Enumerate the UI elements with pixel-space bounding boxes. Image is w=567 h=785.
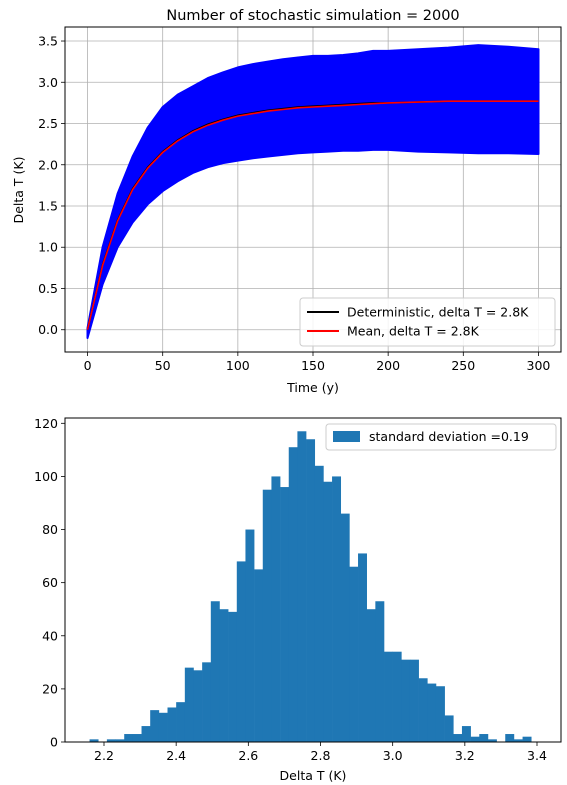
top-x-tick-label: 0 <box>84 358 92 373</box>
histogram-bar <box>358 553 367 742</box>
legend-swatch-histogram <box>333 431 360 442</box>
top-x-tick-label: 50 <box>155 358 171 373</box>
top-y-tick-label: 2.0 <box>38 157 58 172</box>
legend-label-mean: Mean, delta T = 2.8K <box>347 324 480 339</box>
histogram-bar <box>142 726 151 742</box>
histogram-bar <box>471 737 480 742</box>
histogram-bar <box>228 612 237 742</box>
bottom-x-ticks: 2.2 2.4 2.6 2.8 3.0 3.2 3.4 <box>94 742 547 763</box>
histogram-bar <box>133 734 142 742</box>
top-x-tick-label: 200 <box>376 358 400 373</box>
histogram-bar <box>254 569 263 742</box>
bottom-x-tick-label: 2.2 <box>94 748 114 763</box>
histogram-bar <box>168 707 177 742</box>
histogram-bar <box>271 476 280 742</box>
top-y-tick-label: 3.5 <box>38 34 58 49</box>
top-x-axis-label: Time (y) <box>286 380 339 395</box>
histogram-bar <box>176 702 185 742</box>
bottom-x-tick-label: 3.2 <box>455 748 475 763</box>
histogram-bar <box>219 609 228 742</box>
top-y-ticks: 0.0 0.5 1.0 1.5 2.0 2.5 3.0 3.5 <box>38 34 65 338</box>
top-y-tick-label: 1.0 <box>38 240 58 255</box>
bottom-x-tick-label: 3.4 <box>527 748 547 763</box>
bottom-x-tick-label: 3.0 <box>383 748 403 763</box>
histogram-bar <box>245 530 254 742</box>
bottom-y-tick-label: 60 <box>42 575 58 590</box>
histogram-bar <box>202 662 211 742</box>
histogram-bar <box>419 678 428 742</box>
bottom-y-tick-label: 40 <box>42 628 58 643</box>
histogram-bar <box>280 487 289 742</box>
histogram-bar <box>367 609 376 742</box>
legend-label-histogram: standard deviation =0.19 <box>369 429 529 444</box>
histogram-bar <box>410 660 419 742</box>
histogram-bar <box>297 431 306 742</box>
top-x-tick-label: 250 <box>451 358 475 373</box>
histogram-bar <box>306 439 315 742</box>
top-x-ticks: 0 50 100 150 200 250 300 <box>84 352 551 373</box>
histogram-bar <box>523 737 532 742</box>
top-y-tick-label: 0.5 <box>38 281 58 296</box>
bottom-y-tick-label: 120 <box>34 416 58 431</box>
histogram-bar <box>341 514 350 742</box>
histogram-bar <box>401 660 410 742</box>
bottom-y-ticks: 0 20 40 60 80 100 120 <box>34 416 65 750</box>
top-y-tick-label: 0.0 <box>38 322 58 337</box>
histogram-bar <box>375 601 384 742</box>
histogram-bar <box>332 476 341 742</box>
histogram-bar <box>436 686 445 742</box>
bottom-legend: standard deviation =0.19 <box>326 424 556 450</box>
bottom-y-tick-label: 80 <box>42 522 58 537</box>
top-chart: 0 50 100 150 200 250 300 0.0 0.5 1.0 1.5 2.0 2.5 3.0… <box>11 8 561 395</box>
top-x-tick-label: 300 <box>527 358 551 373</box>
bottom-y-tick-label: 20 <box>42 681 58 696</box>
histogram-bar <box>263 490 272 742</box>
top-chart-title: Number of stochastic simulation = 2000 <box>166 8 459 24</box>
bottom-y-tick-label: 0 <box>50 735 58 750</box>
histogram-bar <box>315 466 324 742</box>
histogram-bar <box>427 684 436 742</box>
histogram-bar <box>185 668 194 742</box>
top-y-tick-label: 1.5 <box>38 198 58 213</box>
top-y-tick-label: 2.5 <box>38 116 58 131</box>
bottom-x-tick-label: 2.4 <box>166 748 186 763</box>
top-legend: Deterministic, delta T = 2.8K Mean, delt… <box>300 298 555 346</box>
top-y-tick-label: 3.0 <box>38 75 58 90</box>
histogram-bar <box>479 734 488 742</box>
histogram-bar <box>159 713 168 742</box>
histogram-bar <box>384 652 393 742</box>
histogram-bar <box>289 447 298 742</box>
histogram-bar <box>453 734 462 742</box>
histogram-bar <box>150 710 159 742</box>
bottom-y-tick-label: 100 <box>34 469 58 484</box>
histogram-bar <box>505 734 514 742</box>
bottom-chart: 2.2 2.4 2.6 2.8 3.0 3.2 3.4 0 20 40 60 80 100 120 De… <box>34 416 561 783</box>
top-y-axis-label: Delta T (K) <box>11 157 26 224</box>
histogram-bar <box>323 482 332 742</box>
histogram-bar <box>124 734 133 742</box>
top-x-tick-label: 150 <box>301 358 325 373</box>
histogram-bar <box>445 715 454 742</box>
histogram-bar <box>211 601 220 742</box>
histogram-bar <box>193 670 202 742</box>
histogram-bar <box>237 561 246 742</box>
bottom-x-tick-label: 2.6 <box>238 748 258 763</box>
histogram-bar <box>462 726 471 742</box>
histogram-bar <box>393 652 402 742</box>
bottom-x-tick-label: 2.8 <box>311 748 331 763</box>
top-x-tick-label: 100 <box>226 358 250 373</box>
histogram-bars <box>90 431 532 742</box>
bottom-x-axis-label: Delta T (K) <box>280 768 347 783</box>
histogram-bar <box>349 567 358 742</box>
legend-label-deterministic: Deterministic, delta T = 2.8K <box>347 305 529 320</box>
